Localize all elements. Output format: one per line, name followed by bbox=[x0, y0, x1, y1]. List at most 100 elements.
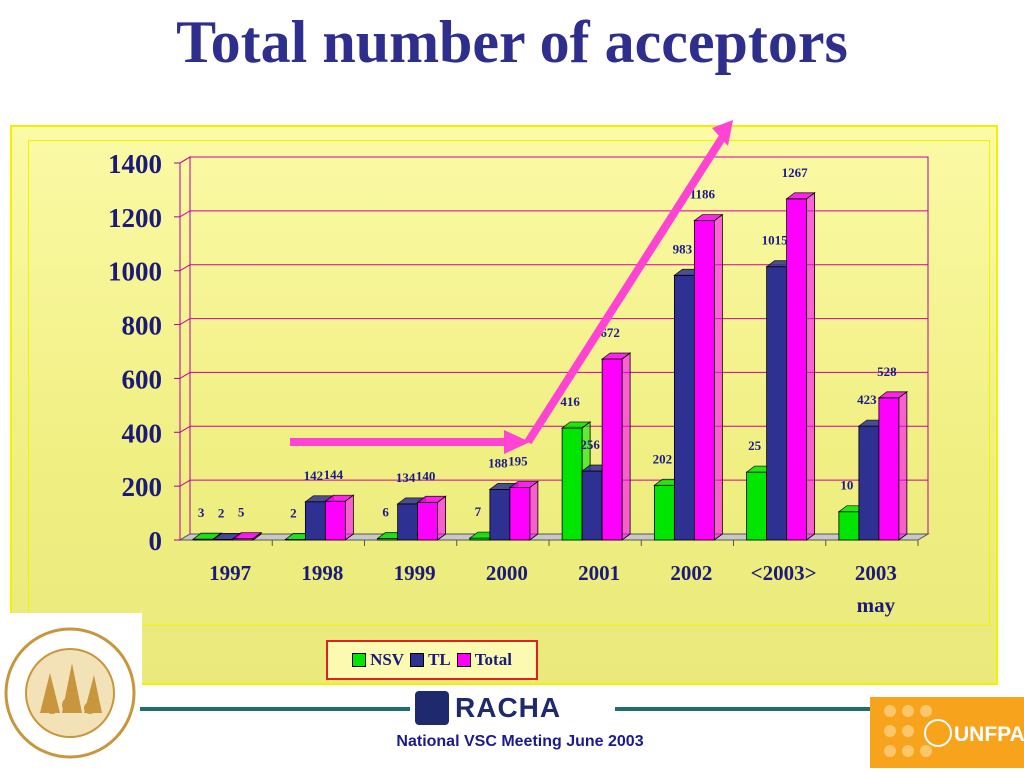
legend-label-nsv: NSV bbox=[370, 650, 405, 669]
data-label-total: 672 bbox=[600, 325, 620, 340]
bar-tl bbox=[304, 501, 326, 541]
trend-arrow-rise-head bbox=[712, 120, 733, 146]
x-tick-label: 1997 bbox=[209, 561, 251, 585]
gridline bbox=[179, 425, 928, 433]
data-label-total: 144 bbox=[324, 467, 344, 482]
chart-legend: NSV TL Total bbox=[326, 640, 538, 680]
bar-total bbox=[601, 358, 623, 541]
data-label-nsv: 25 bbox=[748, 438, 762, 453]
data-label-nsv: 2 bbox=[290, 505, 297, 520]
trend-arrow-flat-head bbox=[504, 430, 530, 454]
chart-panel bbox=[10, 125, 998, 685]
legend-item-tl: TL bbox=[410, 650, 451, 670]
data-label-tl: 134 bbox=[396, 470, 416, 485]
data-label-nsv: 3 bbox=[198, 505, 205, 520]
legend-label-total: Total bbox=[474, 650, 512, 669]
unfpa-logo: UNFPA bbox=[870, 697, 1024, 768]
plot-side-wall bbox=[179, 156, 191, 541]
data-label-total: 528 bbox=[877, 364, 897, 379]
x-tick-label: 2002 bbox=[670, 561, 712, 585]
bar-tl bbox=[581, 470, 603, 541]
data-label-tl: 256 bbox=[580, 437, 600, 452]
bar-side-total bbox=[529, 480, 539, 541]
bar-nsv bbox=[561, 427, 583, 541]
y-tick-label: 1400 bbox=[108, 149, 162, 179]
gridline bbox=[179, 479, 928, 487]
data-label-tl: 983 bbox=[673, 241, 693, 256]
data-label-total: 195 bbox=[508, 453, 528, 468]
data-label-nsv: 10 bbox=[840, 478, 853, 493]
bar-total bbox=[878, 397, 900, 541]
bar-total bbox=[509, 487, 531, 541]
footer-text: National VSC Meeting June 2003 bbox=[396, 733, 644, 750]
racha-logo-icon bbox=[415, 691, 449, 725]
x-tick-label: <2003> bbox=[751, 561, 817, 585]
bar-tl bbox=[397, 503, 419, 541]
seal-graphic bbox=[4, 627, 136, 759]
cambodia-ministry-seal-logo bbox=[0, 613, 142, 768]
plot-back-wall bbox=[189, 156, 929, 535]
bar-side-total bbox=[806, 192, 816, 541]
footer-divider-right bbox=[615, 707, 875, 711]
unfpa-logo-text: UNFPA bbox=[954, 723, 1024, 746]
y-tick-label: 600 bbox=[122, 364, 163, 394]
data-label-tl: 188 bbox=[488, 455, 508, 470]
data-label-nsv: 7 bbox=[475, 504, 482, 519]
chart-inner-frame bbox=[28, 140, 990, 626]
gridline bbox=[179, 264, 928, 272]
legend-swatch-total bbox=[456, 653, 471, 667]
legend-label-tl: TL bbox=[428, 650, 451, 669]
racha-logo-text: RACHA bbox=[455, 692, 562, 723]
bar-nsv bbox=[838, 511, 860, 541]
y-tick-label: 800 bbox=[122, 311, 163, 341]
x-tick-label: may bbox=[857, 593, 896, 617]
unfpa-logo-graphic: UNFPA bbox=[884, 705, 1024, 757]
y-tick-label: 1200 bbox=[108, 203, 162, 233]
bar-total bbox=[324, 500, 346, 541]
y-tick-label: 1000 bbox=[108, 257, 162, 287]
gridline bbox=[179, 318, 928, 326]
gridline bbox=[179, 371, 928, 379]
trend-arrow-rise bbox=[524, 135, 726, 445]
bar-tl bbox=[489, 488, 511, 541]
data-label-total: 1186 bbox=[690, 187, 716, 202]
y-tick-label: 200 bbox=[122, 472, 163, 502]
legend-swatch-tl bbox=[410, 653, 425, 667]
bar-nsv bbox=[746, 471, 768, 541]
y-tick-label: 0 bbox=[149, 526, 163, 556]
data-label-tl: 142 bbox=[304, 468, 324, 483]
bar-side-total bbox=[713, 213, 723, 541]
bar-side-total bbox=[898, 391, 908, 541]
bar-total bbox=[786, 198, 808, 541]
x-tick-label: 2000 bbox=[486, 561, 528, 585]
x-tick-label: 2003 bbox=[855, 561, 897, 585]
legend-swatch-nsv bbox=[352, 653, 367, 667]
gridline bbox=[179, 156, 928, 164]
data-label-total: 5 bbox=[238, 505, 245, 520]
data-label-total: 1267 bbox=[782, 165, 809, 180]
data-label-total: 140 bbox=[416, 468, 436, 483]
y-tick-label: 400 bbox=[122, 418, 163, 448]
x-tick-label: 1999 bbox=[394, 561, 436, 585]
data-label-nsv: 6 bbox=[382, 504, 389, 519]
bar-side-total bbox=[621, 352, 631, 541]
bar-tl bbox=[766, 266, 788, 541]
bar-tl bbox=[673, 274, 695, 541]
gridline bbox=[179, 210, 928, 218]
bar-total bbox=[693, 220, 715, 541]
slide-title: Total number of acceptors bbox=[176, 9, 848, 75]
bar-tl bbox=[858, 425, 880, 541]
bar-nsv bbox=[653, 484, 675, 541]
data-label-tl: 423 bbox=[857, 392, 877, 407]
legend-item-nsv: NSV bbox=[352, 650, 404, 670]
footer-divider-left bbox=[140, 707, 410, 711]
data-label-nsv: 416 bbox=[560, 394, 580, 409]
racha-logo: RACHA bbox=[415, 690, 561, 726]
bar-side-total bbox=[344, 494, 354, 541]
bar-side-total bbox=[252, 531, 262, 541]
bar-side-total bbox=[437, 495, 447, 541]
bar-total bbox=[417, 501, 439, 541]
data-label-tl: 1015 bbox=[762, 233, 789, 248]
legend-item-total: Total bbox=[456, 650, 512, 670]
